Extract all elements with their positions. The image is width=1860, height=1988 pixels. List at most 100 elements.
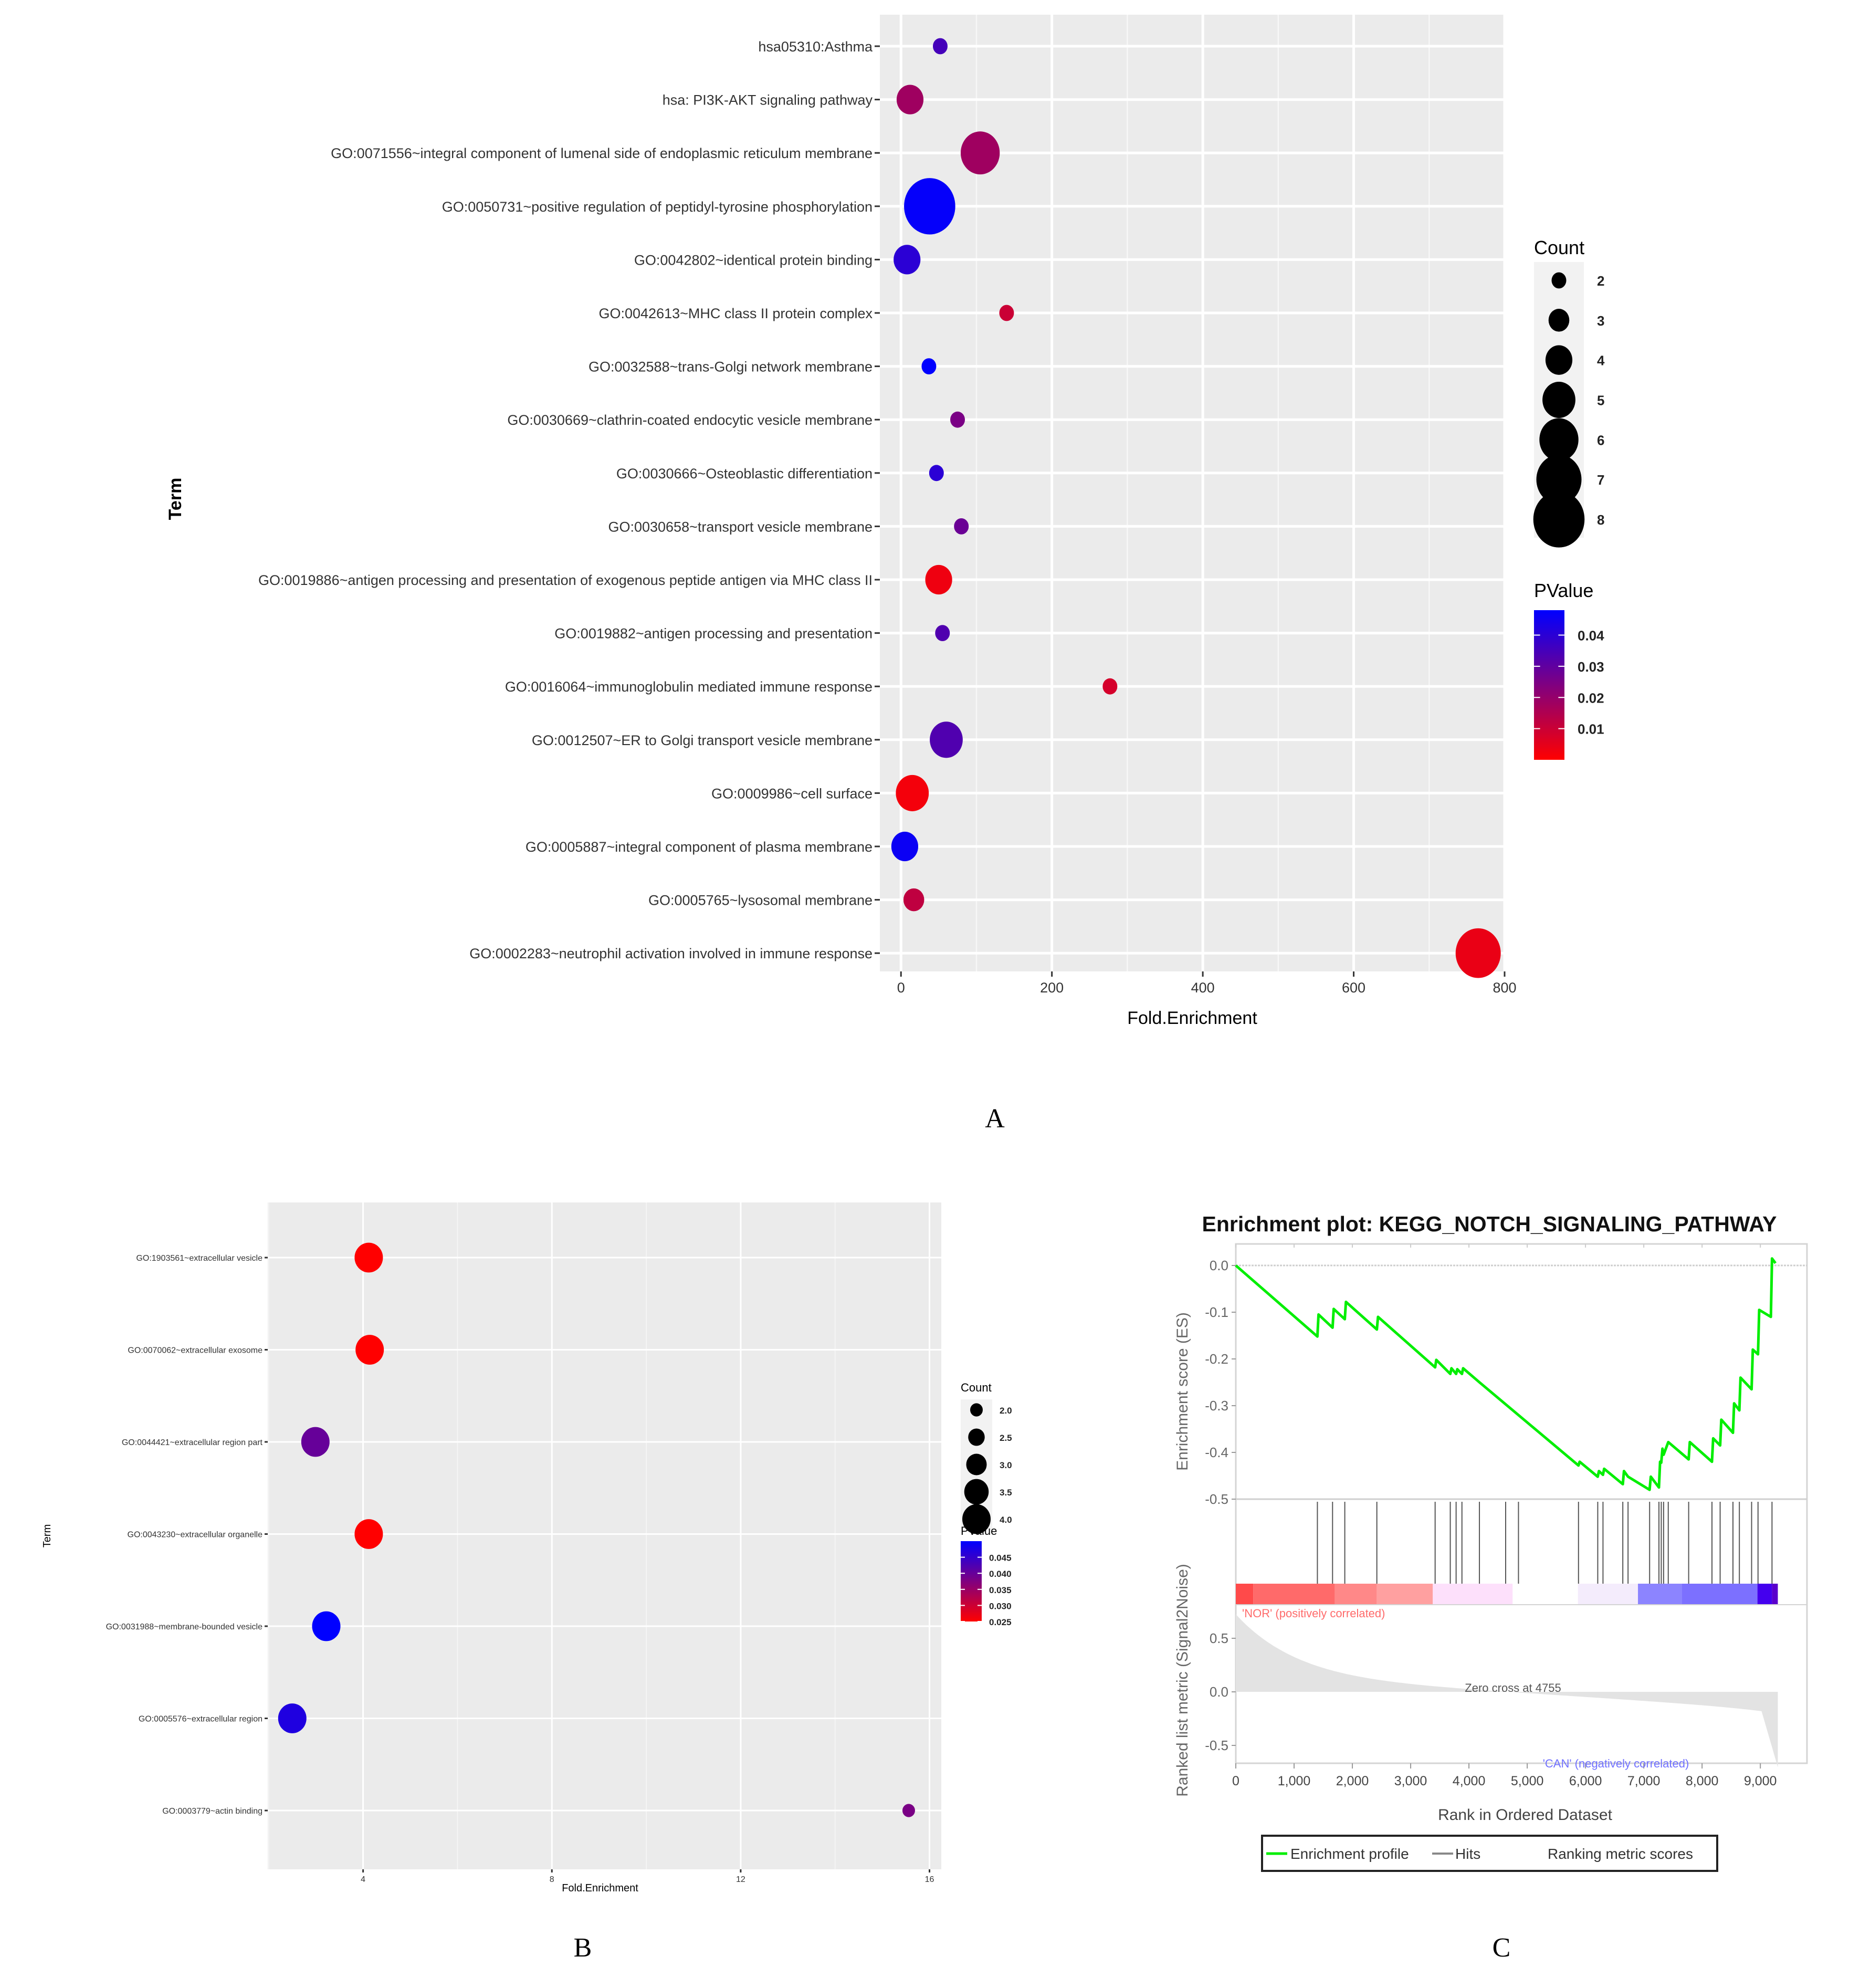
data-point [935, 625, 950, 641]
y-tick-label: GO:0043230~extracellular organelle [128, 1531, 263, 1540]
count-legend-label: 3 [1597, 313, 1604, 329]
y-tick-label: hsa05310:Asthma [758, 39, 873, 55]
data-point [960, 131, 1000, 175]
pvalue-legend-label: 0.030 [989, 1601, 1012, 1611]
es-y-tick-label: -0.4 [1205, 1445, 1228, 1460]
panel-a-legend: Count 2 3 4 5 6 7 8 PValue 0.04 0.03 0.02 0.01 [1533, 237, 1605, 760]
count-legend-label: 2.0 [1000, 1406, 1012, 1416]
panel-c-x-axis: 0 1,000 2,000 3,000 4,000 5,000 6,000 7,000 8,00… [1232, 1244, 1777, 1788]
count-legend-title: Count [1534, 237, 1584, 258]
panel-c-zero-cross-label: Zero cross at 4755 [1465, 1681, 1561, 1694]
count-legend-label: 4.0 [1000, 1515, 1012, 1525]
count-legend-label: 6 [1597, 432, 1604, 448]
count-legend-title: Count [961, 1381, 992, 1394]
y-tick-label: GO:0030658~transport vesicle membrane [608, 519, 873, 535]
count-legend-label: 7 [1597, 472, 1604, 488]
data-point [896, 85, 924, 114]
panel-a-y-tick-labels: hsa05310:Asthma hsa: PI3K-AKT signaling p… [258, 39, 880, 961]
y-tick-label: GO:0042613~MHC class II protein complex [599, 306, 873, 321]
y-tick-label: GO:0030669~clathrin-coated endocytic ves… [507, 412, 873, 428]
panel-c-title: Enrichment plot: KEGG_NOTCH_SIGNALING_PA… [1202, 1212, 1777, 1236]
data-point [904, 178, 955, 235]
data-point [278, 1703, 307, 1733]
panel-b-x-tick-labels: 4 8 12 16 [361, 1869, 934, 1884]
ranking-metric-area [1236, 1614, 1778, 1767]
pvalue-legend-label: 0.03 [1578, 659, 1604, 675]
y-tick-label: GO:0009986~cell surface [711, 786, 873, 801]
panel-c-ranking-metric-area [1236, 1614, 1778, 1767]
y-tick-label: GO:0032588~trans-Golgi network membrane [589, 359, 873, 375]
pvalue-legend-label: 0.045 [989, 1553, 1012, 1563]
panel-b-y-tick-labels: GO:1903561~extracellular vesicle GO:00700… [106, 1254, 268, 1816]
pvalue-legend-label: 0.01 [1578, 721, 1604, 737]
es-y-tick-label: 0.0 [1210, 1258, 1228, 1273]
panel-a-points [891, 38, 1501, 978]
count-legend-symbol [1551, 272, 1567, 289]
x-tick-label: 3,000 [1394, 1774, 1427, 1788]
heatmap-segment [1757, 1584, 1772, 1605]
panel-c-x-axis-title: Rank in Ordered Dataset [1438, 1806, 1612, 1824]
data-point [925, 564, 952, 595]
panel-c-metric-y-axis: 0.5 0.0 -0.5 [1205, 1630, 1236, 1753]
count-legend-symbol [1548, 309, 1570, 332]
y-tick-label: GO:0005887~integral component of plasma … [526, 839, 873, 855]
metric-y-tick-label: 0.0 [1210, 1684, 1228, 1700]
panel-b-bubble-chart: GO:1903561~extracellular vesicle GO:00700… [41, 1202, 1012, 1894]
heatmap-segment [1638, 1584, 1682, 1605]
pvalue-legend-label: 0.04 [1578, 628, 1604, 644]
panel-c-es-y-axis: 0.0 -0.1 -0.2 -0.3 -0.4 -0.5 [1205, 1258, 1807, 1507]
y-tick-label: GO:0042802~identical protein binding [634, 252, 873, 268]
panel-c-gsea-plot: Enrichment plot: KEGG_NOTCH_SIGNALING_PA… [1174, 1212, 1808, 1872]
pvalue-legend-title: PValue [1534, 580, 1593, 601]
metric-y-tick-label: -0.5 [1205, 1738, 1228, 1753]
count-legend-label: 5 [1597, 393, 1604, 409]
count-legend-label: 8 [1597, 512, 1604, 528]
data-point [954, 518, 969, 535]
y-tick-label: GO:1903561~extracellular vesicle [136, 1254, 262, 1263]
x-tick-label: 7,000 [1627, 1774, 1661, 1788]
panel-c-legend-box [1261, 1835, 1718, 1872]
pvalue-colorbar [1534, 610, 1564, 760]
count-legend-label: 2 [1597, 273, 1604, 289]
x-tick-label: 0 [897, 980, 905, 996]
y-tick-label: GO:0016064~immunoglobulin mediated immun… [505, 679, 873, 695]
count-legend-symbol [1536, 454, 1582, 505]
count-legend-symbol [966, 1453, 987, 1476]
panel-c-es-axis-title: Enrichment score (ES) [1174, 1312, 1191, 1471]
pvalue-colorbar [961, 1541, 982, 1621]
panel-c-correlation-heatmap-bar [1236, 1584, 1807, 1605]
count-legend-symbol [968, 1428, 985, 1446]
data-point [1102, 678, 1118, 695]
panel-b-x-axis-title: Fold.Enrichment [562, 1882, 638, 1894]
heatmap-segment [1236, 1584, 1254, 1605]
data-point [896, 775, 929, 811]
x-tick-label: 2,000 [1336, 1774, 1369, 1788]
x-tick-label: 6,000 [1569, 1774, 1602, 1788]
x-tick-label: 16 [925, 1875, 934, 1884]
count-legend-symbol [1533, 491, 1585, 548]
count-legend-symbol [970, 1403, 983, 1417]
x-tick-label: 800 [1493, 980, 1516, 996]
panel-a-bubble-chart: hsa05310:Asthma hsa: PI3K-AKT signaling p… [165, 15, 1605, 1028]
data-point [950, 411, 965, 428]
pvalue-legend-label: 0.035 [989, 1585, 1012, 1595]
count-legend-symbol [1539, 418, 1579, 462]
data-point [929, 465, 944, 482]
enrichment-profile-legend-label: Enrichment profile [1290, 1846, 1409, 1862]
count-legend-symbol [1542, 381, 1575, 418]
heatmap-segment [1772, 1584, 1778, 1605]
y-tick-label: GO:0019882~antigen processing and presen… [554, 626, 873, 642]
data-point [894, 245, 921, 275]
panel-c-negative-label: 'CAN' (negatively correlated) [1543, 1757, 1689, 1770]
x-tick-label: 8 [550, 1875, 554, 1884]
data-point [355, 1335, 384, 1365]
pvalue-legend-label: 0.025 [989, 1617, 1012, 1627]
data-point [301, 1427, 330, 1457]
count-legend-label: 2.5 [1000, 1433, 1012, 1443]
heatmap-segment [1578, 1584, 1638, 1605]
x-tick-label: 12 [736, 1875, 745, 1884]
x-tick-label: 400 [1191, 980, 1215, 996]
es-y-tick-label: -0.1 [1205, 1304, 1228, 1320]
data-point [903, 888, 924, 912]
